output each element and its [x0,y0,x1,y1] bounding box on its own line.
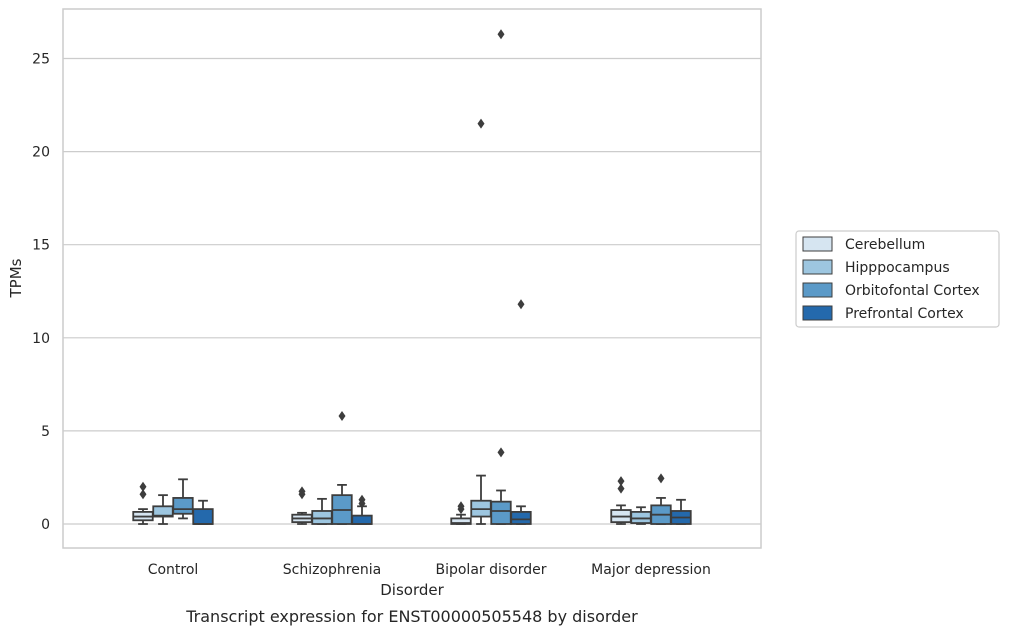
box-0-0 [132,481,154,525]
outlier [657,473,665,484]
box [510,510,532,525]
outlier [477,118,485,129]
y-axis-label: TPMs [7,258,25,298]
outlier [139,481,147,492]
outlier [617,476,625,487]
box-0-1 [152,494,174,525]
box [351,514,373,525]
legend-swatch [802,236,833,252]
box-3-2 [650,473,672,525]
y-tick-label: 25 [32,52,50,68]
box-1-2 [331,411,353,525]
outlier [338,411,346,422]
box-2-1 [470,118,492,525]
y-tick-label: 20 [32,145,50,161]
box-3-3 [670,498,692,525]
x-tick-label: Major depression [591,562,711,578]
legend-label: Cerebellum [845,237,925,253]
box [311,510,333,525]
y-tick-label: 0 [41,517,50,533]
box-2-0 [450,501,472,525]
box [630,510,652,524]
outlier [298,486,306,497]
box-3-0 [610,476,632,525]
box-2-2 [490,29,512,525]
outlier [139,489,147,500]
outlier [358,494,366,505]
x-tick-label: Schizophrenia [283,562,381,578]
legend-frame [795,230,1000,328]
outlier [457,501,465,512]
box [192,508,214,525]
legend-label: Orbitofontal Cortex [845,283,980,299]
y-tick-label: 15 [32,238,50,254]
legend-label: Hipppocampus [845,260,950,276]
box [450,517,472,525]
chart-caption: Transcript expression for ENST0000050554… [185,607,638,626]
box-2-3 [510,299,532,525]
box-1-0 [291,486,313,525]
outlier [517,299,525,310]
outlier [497,29,505,40]
box-3-1 [630,506,652,525]
legend-label: Prefrontal Cortex [845,306,964,322]
box-1-3 [351,494,373,525]
box-0-3 [192,499,214,525]
legend-swatch [802,259,833,275]
box-1-1 [311,497,333,525]
x-axis-label: Disorder [380,581,444,599]
box-0-2 [172,478,194,520]
legend-swatch [802,305,833,321]
plot-frame [62,8,762,549]
box [490,500,512,525]
x-tick-label: Control [148,562,199,578]
outlier [497,447,505,458]
y-tick-label: 5 [41,424,50,440]
box [172,497,194,515]
legend: Cerebellum Hipppocampus Orbitofontal Corte… [795,230,1000,328]
y-tick-label: 10 [32,331,50,347]
outlier [617,483,625,494]
legend-swatch [802,282,833,298]
x-tick-label: Bipolar disorder [435,562,546,578]
